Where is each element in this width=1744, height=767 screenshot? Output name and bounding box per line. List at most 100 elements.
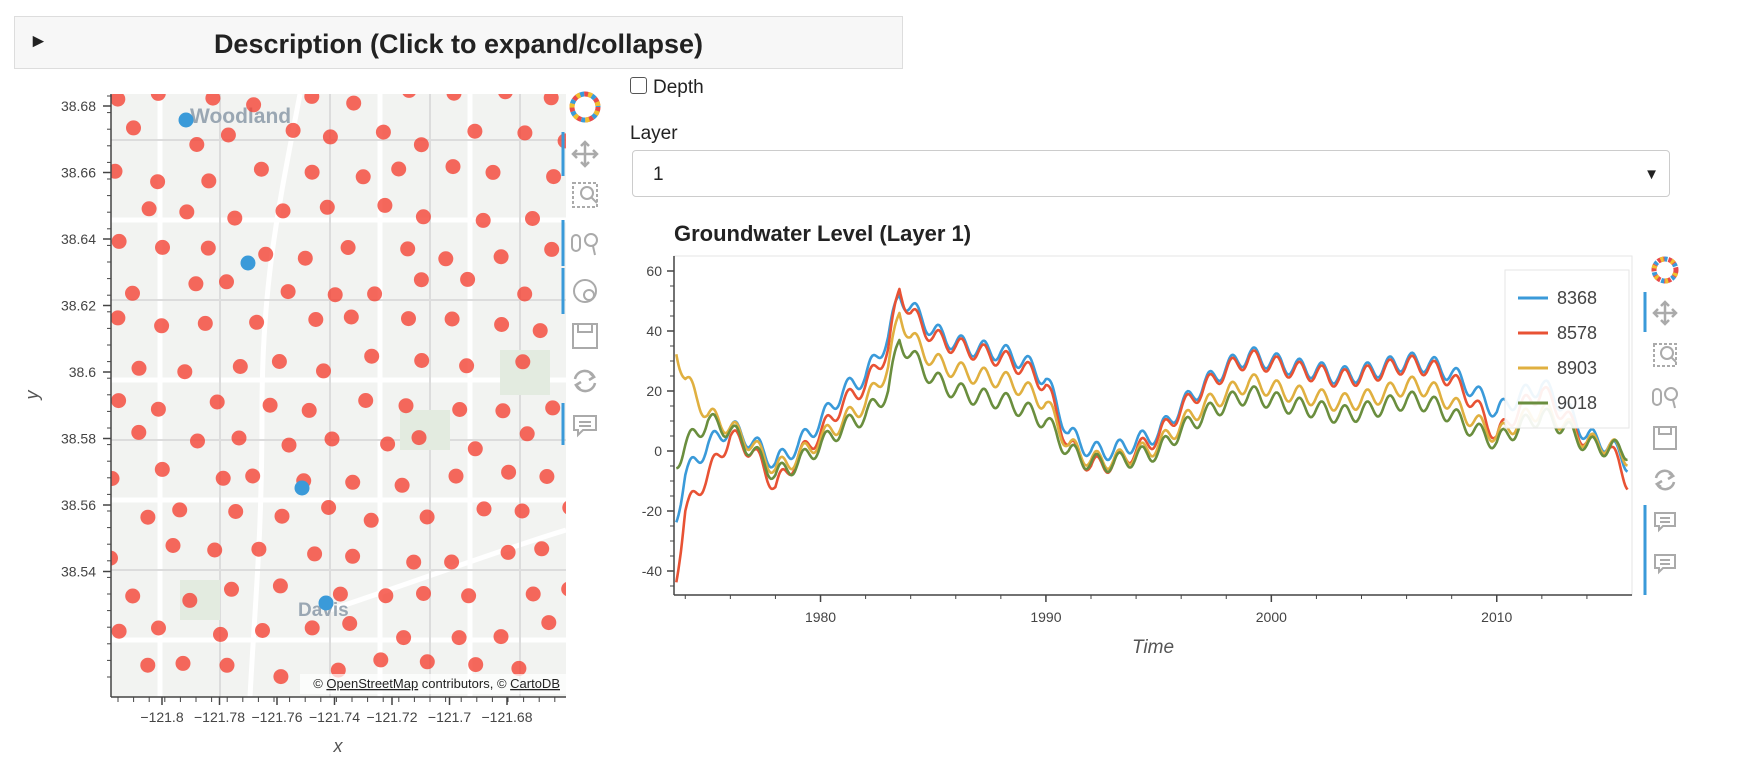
well-point[interactable] [151, 620, 166, 636]
well-point[interactable] [141, 201, 157, 217]
well-point[interactable] [126, 120, 141, 136]
well-point[interactable] [253, 161, 269, 177]
well-point[interactable] [285, 122, 301, 138]
well-point[interactable] [200, 240, 216, 256]
well-point[interactable] [111, 233, 127, 249]
well-point[interactable] [150, 86, 166, 101]
well-point[interactable] [476, 501, 492, 517]
well-point[interactable] [451, 630, 467, 646]
well-point[interactable] [419, 654, 435, 670]
well-point[interactable] [438, 251, 454, 267]
well-point[interactable] [280, 284, 296, 300]
well-point[interactable] [562, 500, 577, 515]
well-point[interactable] [468, 657, 484, 673]
well-point[interactable] [355, 169, 371, 185]
well-point[interactable] [416, 586, 431, 601]
well-point[interactable] [271, 354, 287, 369]
selected-well-point[interactable] [178, 112, 194, 128]
well-point[interactable] [452, 402, 468, 417]
well-point[interactable] [205, 91, 221, 106]
well-point[interactable] [467, 123, 483, 139]
well-point[interactable] [108, 163, 123, 179]
bokeh-logo-icon[interactable] [569, 91, 601, 123]
well-point[interactable] [546, 169, 562, 185]
well-point[interactable] [525, 211, 540, 226]
well-point[interactable] [154, 461, 170, 477]
well-point[interactable] [251, 541, 267, 557]
hover-icon[interactable] [1654, 512, 1676, 533]
well-point[interactable] [322, 129, 338, 145]
reset-icon[interactable] [1654, 469, 1676, 491]
well-point[interactable] [258, 246, 274, 262]
well-point[interactable] [377, 197, 393, 213]
well-point[interactable] [501, 464, 517, 480]
well-point[interactable] [215, 470, 231, 486]
hover-icon[interactable] [573, 415, 597, 438]
well-point[interactable] [272, 578, 288, 594]
well-point[interactable] [364, 348, 380, 364]
well-point[interactable] [375, 124, 391, 140]
well-point[interactable] [493, 629, 509, 645]
depth-checkbox[interactable] [630, 77, 647, 94]
well-point[interactable] [150, 174, 166, 190]
well-point[interactable] [150, 401, 166, 417]
well-point[interactable] [245, 468, 261, 484]
well-point[interactable] [343, 309, 359, 325]
well-point[interactable] [105, 471, 120, 486]
well-point[interactable] [175, 655, 191, 671]
box-zoom-icon[interactable] [572, 182, 598, 208]
layer-select[interactable]: 1 ▼ [632, 150, 1670, 197]
well-point[interactable] [189, 137, 205, 152]
well-point[interactable] [220, 127, 236, 143]
well-point[interactable] [140, 657, 156, 673]
well-point[interactable] [414, 353, 430, 368]
well-point[interactable] [340, 240, 356, 255]
well-point[interactable] [541, 615, 557, 631]
well-point[interactable] [444, 554, 460, 570]
well-point[interactable] [307, 546, 323, 562]
well-point[interactable] [444, 311, 460, 327]
bokeh-logo-icon[interactable] [1651, 256, 1679, 284]
well-point[interactable] [411, 430, 427, 446]
well-point[interactable] [304, 164, 320, 180]
well-point[interactable] [475, 212, 491, 228]
well-point[interactable] [419, 509, 435, 525]
well-point[interactable] [380, 436, 396, 452]
well-point[interactable] [262, 397, 278, 413]
well-point[interactable] [207, 542, 223, 558]
well-point[interactable] [209, 394, 225, 410]
wheel-zoom-icon[interactable] [571, 233, 598, 256]
well-point[interactable] [275, 203, 291, 219]
well-point[interactable] [532, 323, 548, 339]
well-point[interactable] [493, 249, 509, 265]
well-point[interactable] [131, 360, 147, 376]
well-point[interactable] [363, 512, 379, 528]
well-point[interactable] [330, 662, 346, 678]
selected-well-point[interactable] [318, 595, 334, 611]
well-point[interactable] [228, 504, 244, 519]
well-point[interactable] [308, 312, 324, 327]
well-point[interactable] [534, 541, 550, 557]
well-point[interactable] [182, 592, 198, 608]
well-point[interactable] [391, 161, 407, 177]
well-point[interactable] [373, 652, 389, 668]
selected-well-point[interactable] [294, 480, 310, 496]
well-point[interactable] [125, 588, 141, 604]
well-point[interactable] [110, 92, 126, 107]
well-point[interactable] [345, 474, 361, 490]
well-point[interactable] [227, 210, 243, 226]
well-point[interactable] [519, 426, 535, 442]
well-point[interactable] [561, 582, 576, 597]
well-point[interactable] [544, 241, 560, 257]
reset-icon[interactable] [573, 369, 597, 393]
well-point[interactable] [448, 468, 464, 484]
well-point[interactable] [460, 271, 476, 287]
well-point[interactable] [281, 437, 297, 453]
well-point[interactable] [154, 318, 170, 334]
box-zoom-icon[interactable] [1653, 343, 1677, 367]
well-point[interactable] [111, 393, 127, 409]
well-point[interactable] [190, 433, 205, 449]
well-point[interactable] [446, 86, 462, 101]
well-point[interactable] [378, 588, 394, 604]
well-point[interactable] [297, 250, 313, 266]
